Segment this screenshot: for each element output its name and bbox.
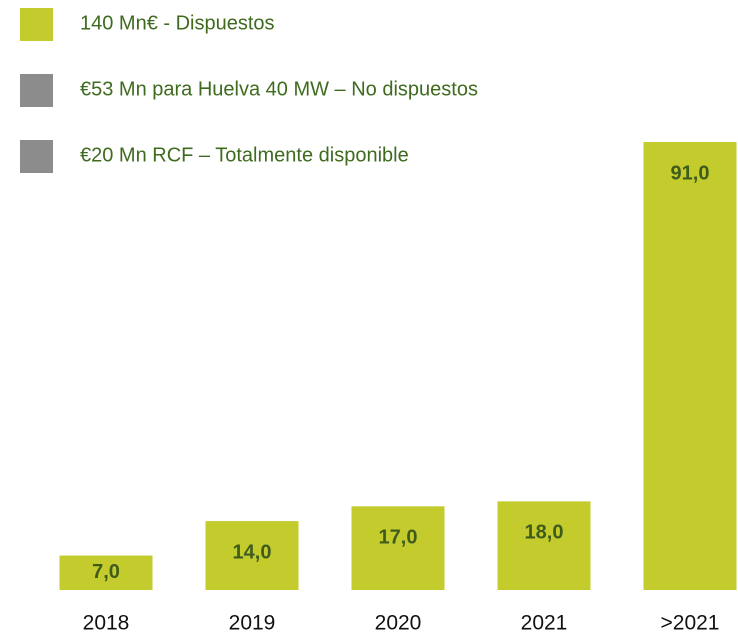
value-label: 91,0	[671, 162, 710, 184]
value-label: 7,0	[92, 561, 120, 583]
value-label: 14,0	[233, 541, 272, 563]
x-tick-label: >2021	[661, 612, 720, 635]
legend-swatch	[20, 140, 53, 173]
bar	[205, 521, 299, 590]
legend-label: €53 Mn para Huelva 40 MW – No dispuestos	[80, 78, 478, 100]
value-label: 17,0	[379, 527, 418, 549]
legend-label: 140 Mn€ - Dispuestos	[80, 12, 275, 34]
legend-swatch	[20, 74, 53, 107]
x-tick-label: 2018	[83, 612, 130, 635]
bar	[351, 506, 445, 590]
value-label: 18,0	[525, 522, 564, 544]
x-tick-label: 2020	[375, 612, 422, 635]
bar	[59, 555, 153, 590]
bar	[643, 142, 737, 590]
bar	[497, 501, 591, 590]
legend-label: €20 Mn RCF – Totalmente disponible	[80, 144, 409, 166]
x-tick-label: 2021	[521, 612, 568, 635]
legend-swatch	[20, 8, 53, 41]
x-tick-label: 2019	[229, 612, 276, 635]
